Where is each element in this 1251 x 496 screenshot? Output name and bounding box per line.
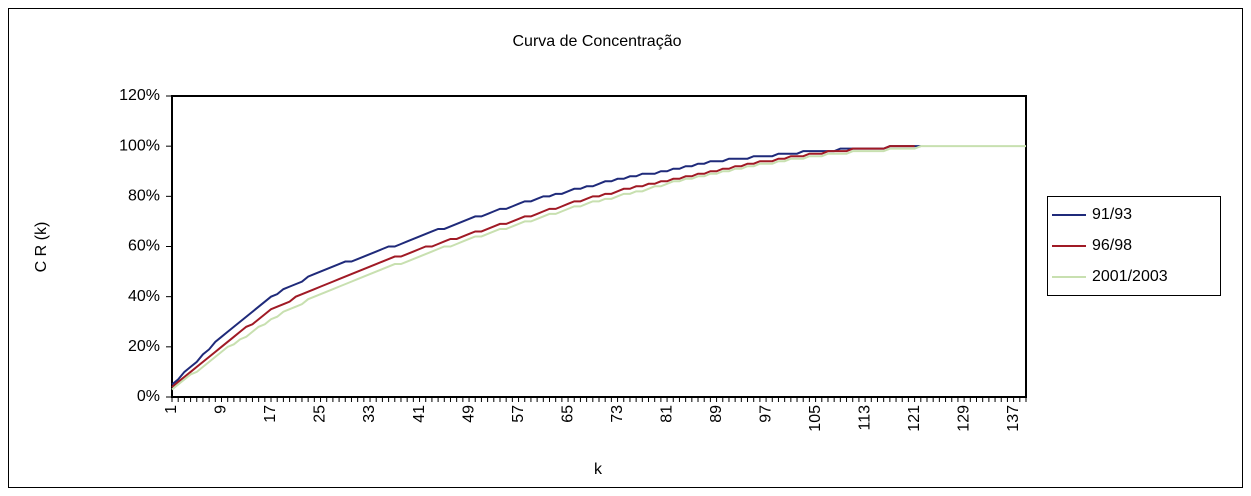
x-tick-label: 41: [411, 405, 428, 423]
y-tick-label: 120%: [119, 87, 160, 104]
legend-label: 2001/2003: [1092, 268, 1168, 285]
y-tick-label: 40%: [128, 288, 160, 305]
legend-label: 96/98: [1092, 237, 1132, 254]
series-line: [171, 145, 921, 386]
x-tick-label: 129: [955, 405, 972, 432]
x-tick-label: 105: [807, 405, 824, 432]
x-axis-title: k: [594, 461, 603, 478]
chart-border: [8, 8, 1243, 488]
x-tick-label: 1: [163, 405, 180, 414]
x-tick-label: 9: [213, 405, 230, 414]
x-tick-label: 65: [559, 405, 576, 423]
y-tick-label: 0%: [137, 388, 160, 405]
x-tick-label: 89: [708, 405, 725, 423]
y-axis-title: C R (k): [33, 222, 50, 273]
x-tick-label: 33: [361, 405, 378, 423]
y-tick-label: 60%: [128, 238, 160, 255]
legend-label: 91/93: [1092, 206, 1132, 223]
x-tick-label: 57: [510, 405, 527, 423]
x-tick-label: 81: [658, 405, 675, 423]
x-tick-label: 97: [757, 405, 774, 423]
x-tick-label: 73: [609, 405, 626, 423]
x-tick-label: 25: [312, 405, 329, 423]
y-tick-label: 80%: [128, 188, 160, 205]
x-tick-label: 121: [906, 405, 923, 432]
x-tick-label: 17: [262, 405, 279, 423]
y-tick-label: 20%: [128, 338, 160, 355]
chart-title: Curva de Concentração: [513, 33, 682, 50]
x-tick-label: 49: [460, 405, 477, 423]
y-tick-label: 100%: [119, 137, 160, 154]
x-tick-label: 137: [1005, 405, 1022, 432]
x-tick-label: 113: [856, 405, 873, 431]
series-line: [171, 145, 1026, 391]
series-line: [171, 145, 915, 388]
